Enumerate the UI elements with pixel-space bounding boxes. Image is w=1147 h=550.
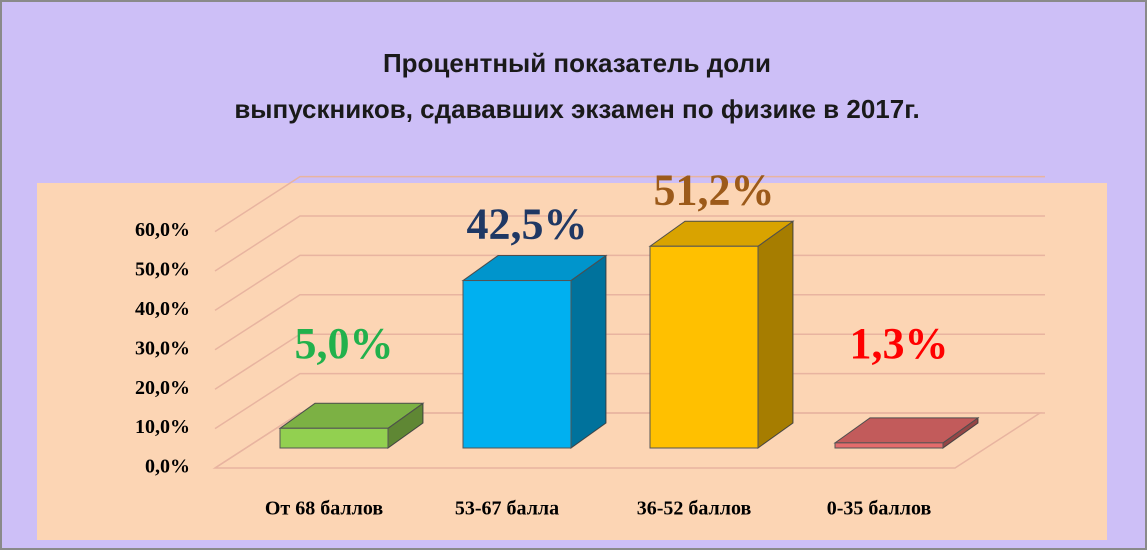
y-tick-label: 50,0% xyxy=(135,259,190,281)
grid-line xyxy=(214,412,1045,469)
bar-side-shade xyxy=(758,221,793,448)
bar-top-shade xyxy=(280,403,423,429)
grid-line xyxy=(214,215,1045,272)
value-label: 42,5% xyxy=(467,200,588,249)
bar-top-shade xyxy=(463,255,606,281)
y-tick-label: 30,0% xyxy=(135,337,190,359)
x-tick-label: 53-67 балла xyxy=(455,498,559,520)
bar-top-shade xyxy=(650,221,793,247)
bar xyxy=(462,280,572,449)
chart-title: выпускников, сдававших экзамен по физике… xyxy=(234,94,919,124)
y-tick-label: 10,0% xyxy=(135,416,190,438)
value-label: 1,3% xyxy=(850,319,949,368)
bar xyxy=(649,245,759,449)
y-tick-label: 40,0% xyxy=(135,298,190,320)
bar-side-shade xyxy=(388,403,423,448)
x-tick-label: 0-35 баллов xyxy=(827,498,932,520)
bar-side-shade xyxy=(943,417,978,448)
y-tick-label: 60,0% xyxy=(135,219,190,241)
y-tick-label: 0,0% xyxy=(145,456,190,478)
grid-line xyxy=(214,372,1045,430)
grid-line xyxy=(214,333,1045,390)
bar xyxy=(834,442,944,449)
bar xyxy=(279,427,389,449)
chart-title: Процентный показатель доли xyxy=(383,48,771,78)
y-tick-label: 20,0% xyxy=(135,377,190,399)
value-label: 51,2% xyxy=(654,165,775,214)
value-label: 5,0% xyxy=(295,319,394,368)
grid-line xyxy=(214,254,1045,312)
grid-line xyxy=(214,294,1045,351)
x-tick-label: 36-52 баллов xyxy=(637,498,752,520)
x-tick-label: От 68 баллов xyxy=(265,498,384,520)
bar-side-shade xyxy=(571,255,606,448)
bar-top-shade xyxy=(835,417,978,443)
grid-line xyxy=(214,175,1045,233)
